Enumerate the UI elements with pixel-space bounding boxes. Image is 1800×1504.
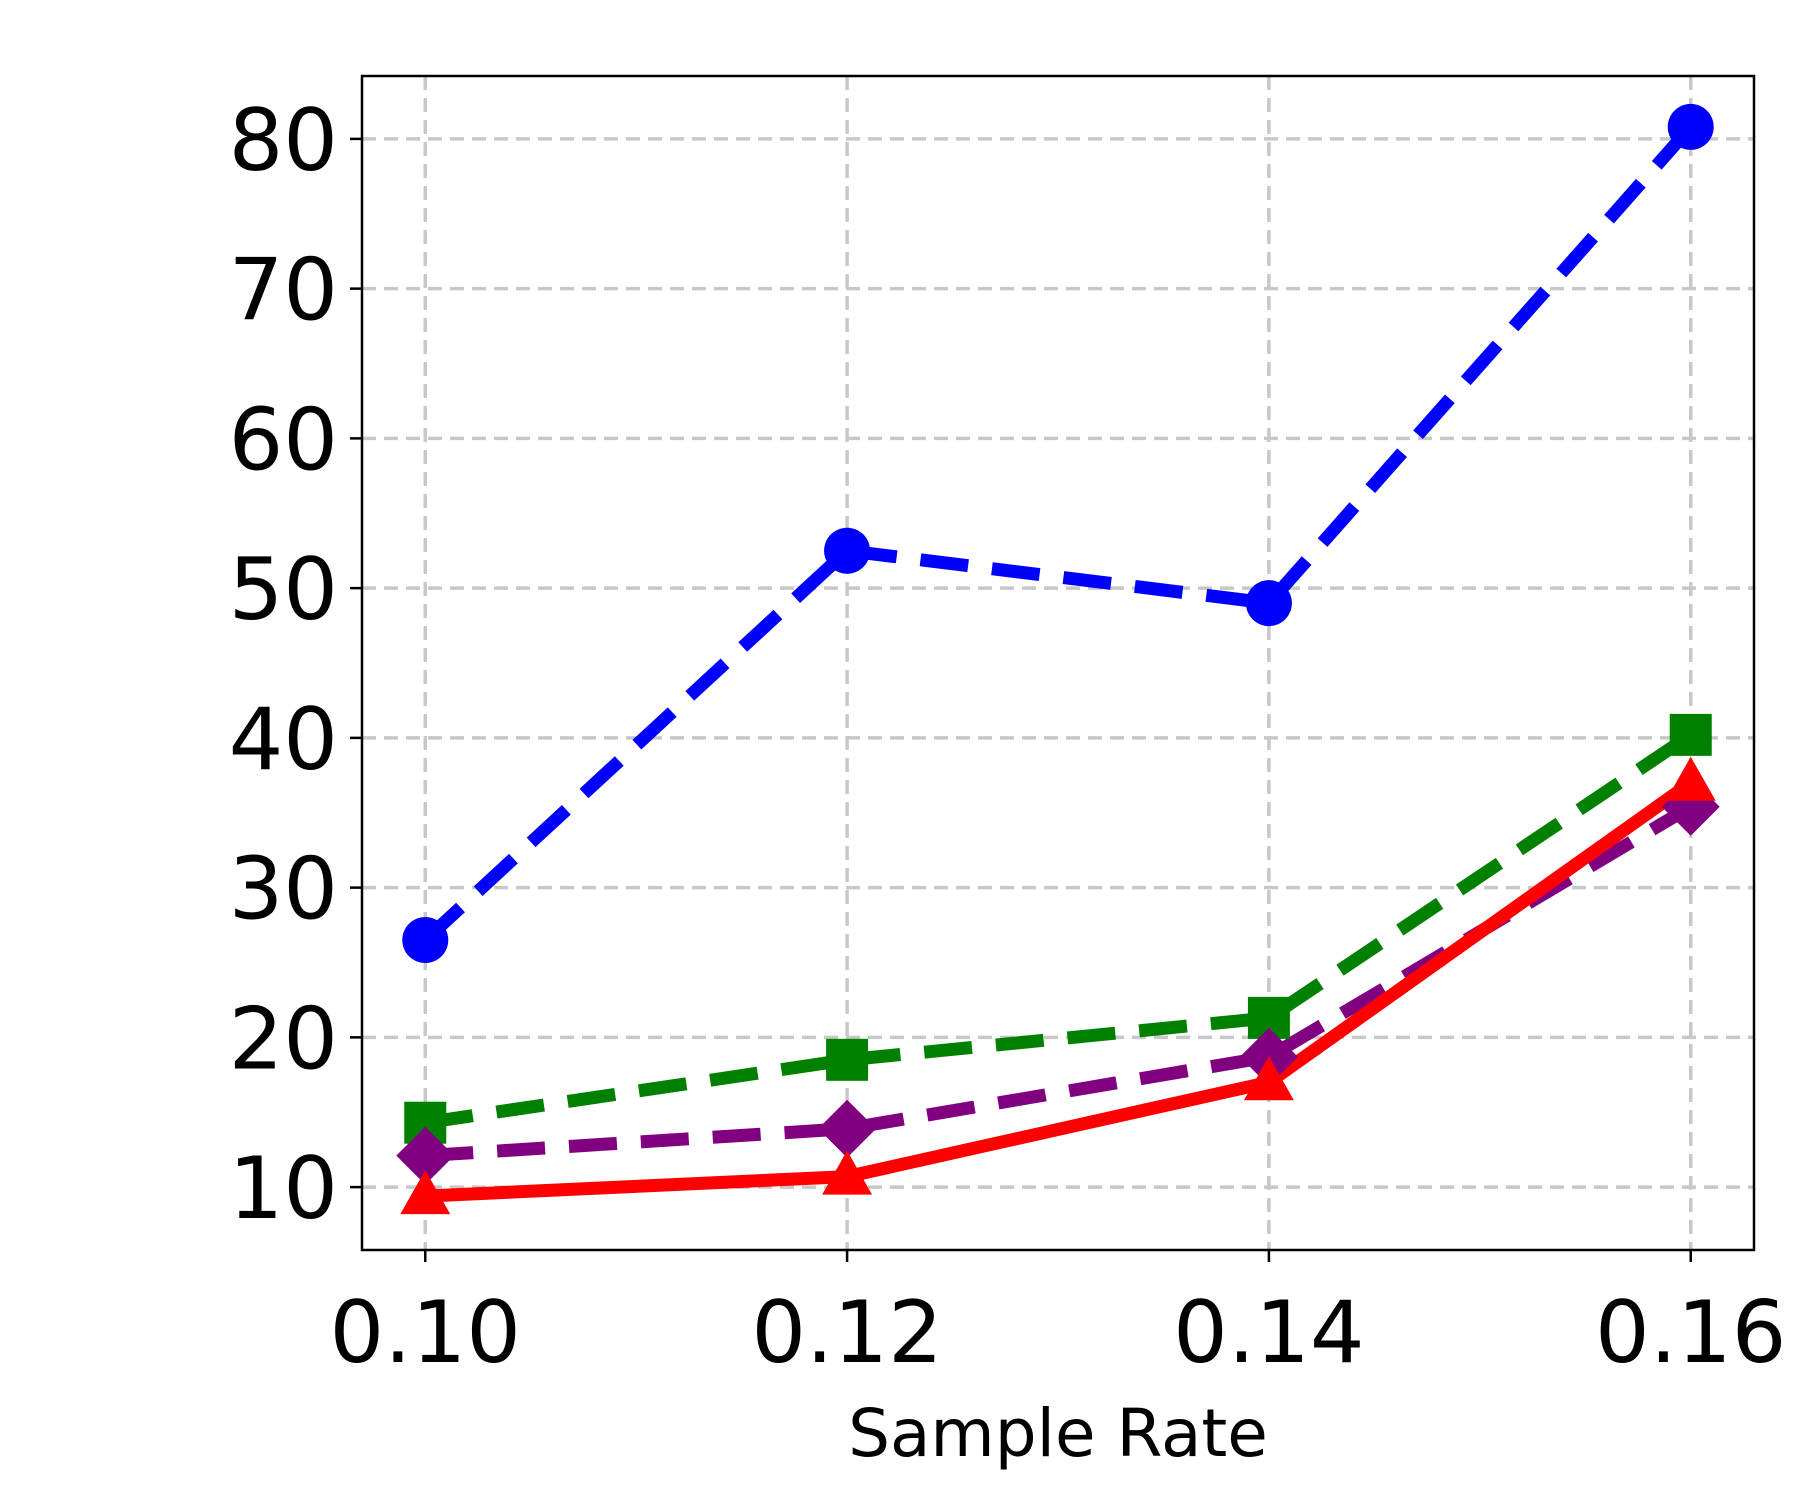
data-point-marker: [822, 1150, 873, 1195]
grid-lines: [362, 76, 1754, 1250]
y-tick-label: 40: [229, 690, 338, 790]
series-line: [424, 729, 1695, 1130]
series-line: [424, 801, 1695, 1163]
y-tick-label: 50: [229, 540, 338, 640]
series-line: [424, 777, 1695, 1203]
data-point-marker: [1667, 103, 1714, 150]
x-tick-label: 0.14: [1173, 1283, 1364, 1383]
data-point-marker: [1245, 580, 1292, 627]
y-tick-label: 70: [229, 241, 338, 341]
x-tick-label: 0.16: [1595, 1283, 1786, 1383]
series-lines: [420, 122, 1696, 1203]
data-point-marker: [400, 1170, 451, 1215]
y-tick-label: 60: [229, 390, 338, 490]
y-tick-label: 80: [229, 91, 338, 191]
data-point-marker: [396, 1126, 455, 1185]
data-point-marker: [824, 527, 871, 574]
plot-area-frame: [360, 74, 1756, 1252]
data-point-marker: [1669, 713, 1712, 756]
y-tick-label: 20: [229, 989, 338, 1089]
y-tick-label: 30: [229, 840, 338, 940]
data-markers: [396, 103, 1720, 1215]
data-point-marker: [1665, 756, 1716, 801]
series-line: [420, 122, 1696, 945]
data-point-marker: [1243, 1056, 1294, 1101]
data-point-marker: [818, 1099, 877, 1158]
data-point-marker: [402, 917, 449, 964]
axis-ticks: 0.10 0.12 0.14 0.16 10 20 30 40 50 60 70 80: [229, 91, 1787, 1383]
y-tick-label: 10: [229, 1139, 338, 1239]
x-axis-title: Sample Rate: [848, 1395, 1268, 1472]
x-tick-label: 0.10: [330, 1283, 521, 1383]
x-tick-label: 0.12: [751, 1283, 942, 1383]
data-point-marker: [826, 1038, 869, 1081]
